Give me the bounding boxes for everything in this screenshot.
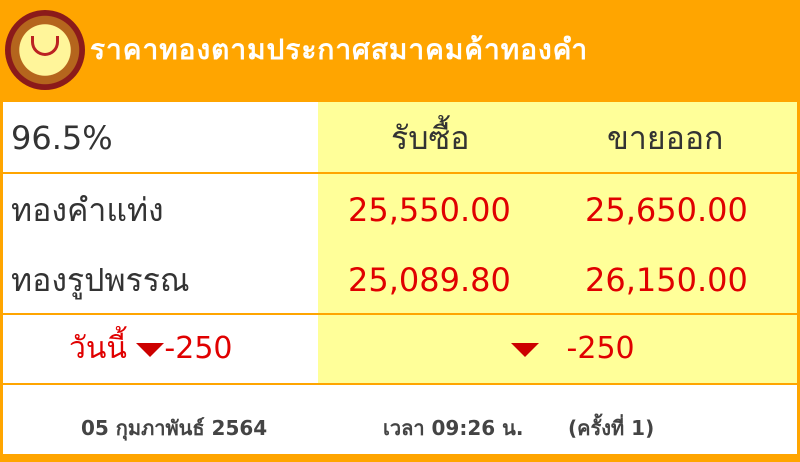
today-change-value: -250 xyxy=(164,331,233,366)
divider xyxy=(3,313,797,315)
buy-header: รับซื้อ xyxy=(391,119,470,157)
down-triangle-icon xyxy=(511,342,539,357)
today-change: วันนี้ -250 xyxy=(69,334,233,364)
ornament-buy: 25,089.80 xyxy=(348,261,511,299)
footer-round: (ครั้งที่ 1) xyxy=(568,416,655,440)
divider xyxy=(3,172,797,174)
footer-date: 05 กุมภาพันธ์ 2564 xyxy=(81,416,268,440)
page-title: ราคาทองตามประกาศสมาคมค้าทองคำ xyxy=(90,33,589,66)
gold-bar-buy: 25,550.00 xyxy=(348,191,511,229)
change-right-value: -250 xyxy=(566,331,635,366)
divider xyxy=(3,383,797,385)
down-triangle-icon xyxy=(136,342,165,357)
row-name-gold-bar: ทองคำแท่ง xyxy=(11,191,164,229)
price-table: 96.5% รับซื้อ ขายออก ทองคำแท่ง 25,550.00… xyxy=(3,102,797,454)
association-logo-icon xyxy=(5,10,85,90)
change-right: -250 xyxy=(511,334,635,364)
today-label: วันนี้ xyxy=(69,331,127,366)
footer-time: เวลา 09:26 น. xyxy=(383,416,524,440)
sell-header: ขายออก xyxy=(607,119,724,157)
gold-bar-sell: 25,650.00 xyxy=(585,191,748,229)
ornament-sell: 26,150.00 xyxy=(585,261,748,299)
row-name-ornament: ทองรูปพรรณ xyxy=(11,261,190,299)
price-column-highlight xyxy=(318,102,797,383)
header: ราคาทองตามประกาศสมาคมค้าทองคำ xyxy=(0,0,800,100)
purity-label: 96.5% xyxy=(11,119,113,157)
